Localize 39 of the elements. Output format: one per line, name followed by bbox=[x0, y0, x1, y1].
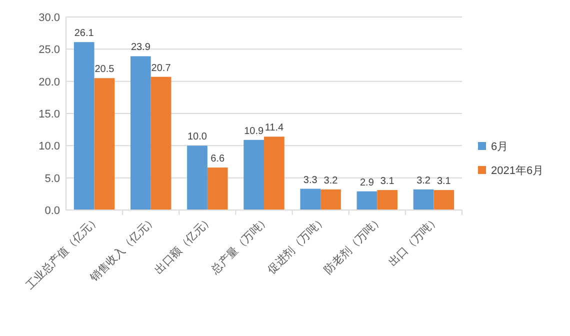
data-label: 20.7 bbox=[151, 62, 172, 74]
x-tick-label: 防老剂（万吨） bbox=[322, 212, 386, 277]
data-label: 3.1 bbox=[380, 176, 395, 188]
bar bbox=[74, 42, 94, 210]
data-label: 2.9 bbox=[360, 177, 374, 188]
bar bbox=[300, 188, 321, 210]
legend-label: 6月 bbox=[491, 141, 508, 153]
bar bbox=[377, 190, 398, 210]
data-label: 6.6 bbox=[210, 154, 225, 165]
data-label: 23.9 bbox=[130, 42, 151, 54]
bar bbox=[413, 189, 434, 210]
data-label: 26.1 bbox=[74, 28, 94, 40]
bar bbox=[150, 76, 172, 210]
bar bbox=[264, 136, 284, 210]
bar bbox=[244, 140, 264, 210]
bar bbox=[187, 146, 208, 210]
y-tick-label: 15.0 bbox=[38, 108, 60, 120]
data-label: 10.9 bbox=[244, 126, 264, 137]
y-tick-label: 25.0 bbox=[38, 44, 60, 56]
y-tick-label: 10.0 bbox=[38, 140, 60, 153]
bar bbox=[320, 189, 341, 210]
y-tick-label: 0.0 bbox=[44, 205, 60, 217]
data-label: 3.3 bbox=[303, 174, 318, 186]
y-tick-label: 20.0 bbox=[38, 76, 60, 88]
y-tick-label: 5.0 bbox=[44, 172, 60, 185]
bar bbox=[94, 78, 115, 210]
bar bbox=[356, 191, 378, 210]
bar bbox=[434, 190, 454, 210]
x-tick-label: 出口（万吨） bbox=[386, 212, 442, 269]
data-label: 3.2 bbox=[324, 175, 338, 186]
y-tick-label: 30.0 bbox=[38, 12, 60, 24]
data-label: 11.4 bbox=[264, 122, 284, 134]
bar bbox=[130, 56, 151, 210]
bar bbox=[207, 168, 228, 210]
data-label: 10.0 bbox=[188, 132, 208, 143]
data-label: 3.1 bbox=[436, 176, 452, 188]
data-label: 20.5 bbox=[94, 64, 115, 76]
legend-label: 2021年6月 bbox=[491, 165, 544, 177]
data-label: 3.2 bbox=[416, 175, 431, 186]
